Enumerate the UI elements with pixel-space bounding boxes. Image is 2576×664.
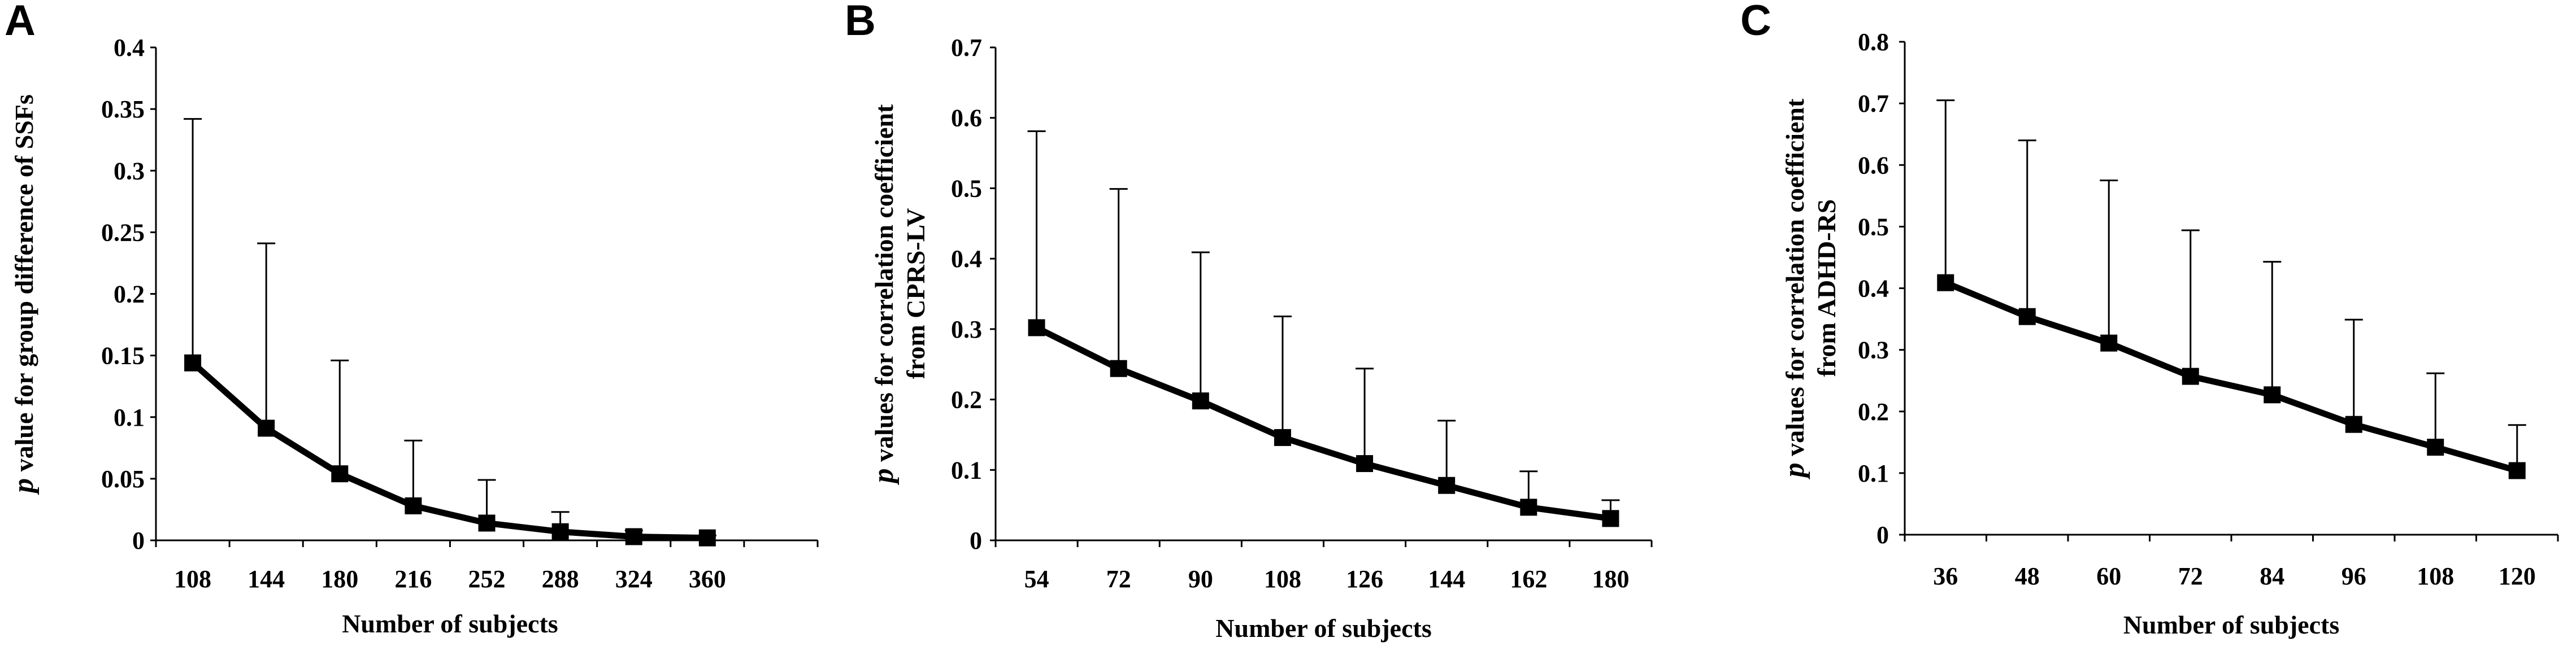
data-point xyxy=(1356,455,1374,473)
data-point xyxy=(1028,319,1045,337)
x-tick-label: 120 xyxy=(2499,562,2536,590)
data-point xyxy=(2345,416,2362,433)
x-tick-label: 72 xyxy=(1106,565,1131,593)
data-point xyxy=(2100,334,2118,352)
x-tick-label: 360 xyxy=(689,565,726,593)
series-line xyxy=(1035,325,1611,522)
x-tick-label: 180 xyxy=(1592,565,1629,593)
x-axis-title: Number of subjects xyxy=(1215,614,1431,643)
data-point xyxy=(1192,392,1209,410)
y-tick-label: 0.1 xyxy=(951,456,982,484)
x-tick-label: 54 xyxy=(1024,565,1049,593)
y-axis-title: p value for group difference of SSFs xyxy=(7,94,40,495)
x-tick-label: 180 xyxy=(321,565,358,593)
data-point xyxy=(2508,462,2526,479)
series-line xyxy=(190,360,707,541)
y-tick-label: 0.5 xyxy=(1858,213,1889,241)
y-tick-label: 0.4 xyxy=(951,245,982,273)
x-axis-title: Number of subjects xyxy=(2123,610,2339,639)
y-tick-label: 0.7 xyxy=(1858,90,1889,117)
y-tick-label: 0.6 xyxy=(1858,151,1889,179)
y-tick-label: 0.5 xyxy=(951,174,982,202)
y-tick-label: 0.1 xyxy=(114,404,145,431)
x-tick-label: 72 xyxy=(2178,562,2203,590)
y-tick-label: 0.3 xyxy=(1858,337,1889,364)
data-point xyxy=(184,354,202,372)
x-tick-label: 96 xyxy=(2342,562,2366,590)
y-tick-label: 0.2 xyxy=(114,281,145,308)
x-tick-label: 162 xyxy=(1510,565,1547,593)
x-axis-title: Number of subjects xyxy=(342,609,558,638)
panel-b: B 0 0.1 0.2 0.3 0.4 0.5 0.6 0.7 54 72 90 108 126 144 16… xyxy=(845,0,1653,643)
data-point xyxy=(2182,368,2199,385)
data-point xyxy=(1438,477,1456,494)
panel-c: C 0 0.1 0.2 0.3 0.4 0.5 0.6 0.7 0.8 36 48 60 72 84 96 10… xyxy=(1740,0,2559,639)
x-tick-label: 90 xyxy=(1188,565,1213,593)
x-tick-label: 84 xyxy=(2260,562,2284,590)
y-tick-label: 0 xyxy=(1876,521,1889,549)
y-axis-title: p values for correlation coefficient from… xyxy=(867,104,930,485)
x-tick-label: 324 xyxy=(615,565,653,593)
y-tick-label: 0.6 xyxy=(951,104,982,132)
y-tick-label: 0.2 xyxy=(951,386,982,414)
y-tick-label: 0.2 xyxy=(1858,398,1889,426)
data-point xyxy=(478,514,496,532)
data-point xyxy=(1520,499,1537,516)
data-point xyxy=(258,420,275,437)
data-point xyxy=(331,465,349,483)
data-point xyxy=(625,528,642,545)
panel-letter: A xyxy=(5,0,36,45)
x-tick-label: 144 xyxy=(247,565,285,593)
y-tick-label: 0.35 xyxy=(101,95,145,123)
y-tick-label: 0.25 xyxy=(101,219,145,246)
data-point xyxy=(1274,429,1291,446)
y-tick-label: 0.7 xyxy=(951,34,982,62)
data-point xyxy=(2427,439,2444,456)
panel-letter: B xyxy=(845,0,876,45)
x-tick-label: 108 xyxy=(1264,565,1301,593)
y-tick-label: 0.05 xyxy=(101,465,145,493)
x-tick-label: 288 xyxy=(542,565,579,593)
x-tick-label: 48 xyxy=(2015,562,2040,590)
y-tick-label: 0.3 xyxy=(951,316,982,343)
y-tick-label: 0.8 xyxy=(1858,28,1889,56)
y-tick-label: 0 xyxy=(970,527,982,554)
x-tick-label: 216 xyxy=(394,565,432,593)
y-tick-label: 0.3 xyxy=(114,157,145,185)
y-axis-title: p values for correlation coefficient from… xyxy=(1778,98,1841,479)
panel-letter: C xyxy=(1740,0,1771,45)
panel-a: A 0 0.05 0.1 0.15 0.2 0.25 0.3 0.35 0.4 108 144 180 2… xyxy=(5,0,819,638)
x-tick-label: 36 xyxy=(1933,562,1958,590)
data-point xyxy=(2264,386,2281,404)
data-point xyxy=(1110,360,1127,377)
data-point xyxy=(2018,308,2036,325)
x-tick-label: 60 xyxy=(2096,562,2121,590)
x-tick-label: 252 xyxy=(468,565,506,593)
x-tick-label: 108 xyxy=(174,565,211,593)
data-point xyxy=(698,529,716,547)
data-point xyxy=(551,523,569,540)
data-point xyxy=(1937,274,1954,291)
series-line xyxy=(1944,279,2518,474)
data-point xyxy=(1602,510,1619,527)
x-tick-label: 144 xyxy=(1428,565,1465,593)
data-point xyxy=(405,497,422,514)
y-tick-label: 0.1 xyxy=(1858,460,1889,487)
x-tick-label: 108 xyxy=(2417,562,2454,590)
y-tick-label: 0 xyxy=(132,527,145,554)
y-tick-label: 0.4 xyxy=(1858,275,1889,303)
x-tick-label: 126 xyxy=(1346,565,1383,593)
y-tick-label: 0.15 xyxy=(101,342,145,370)
y-tick-label: 0.4 xyxy=(114,34,145,62)
